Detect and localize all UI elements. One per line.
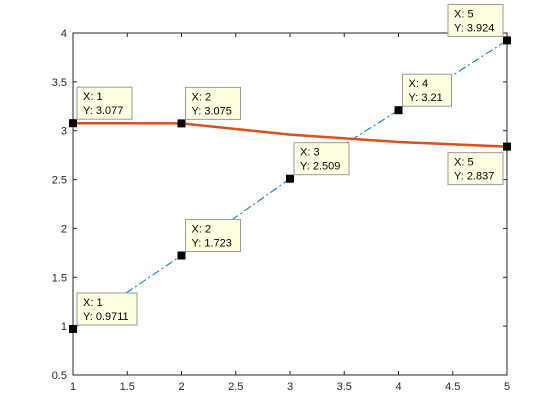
datatip-box bbox=[76, 292, 138, 326]
data-markers bbox=[69, 36, 511, 333]
datatip-x-label: X: 4 bbox=[409, 78, 429, 90]
datatip-x-label: X: 1 bbox=[83, 297, 103, 309]
datatip-box bbox=[402, 73, 452, 107]
y-tick-label: 2.5 bbox=[52, 175, 67, 187]
x-tick-label: 5 bbox=[504, 381, 510, 393]
datatip-box bbox=[447, 3, 504, 37]
datatip-box bbox=[76, 86, 133, 120]
datatip-x-label: X: 5 bbox=[454, 8, 474, 20]
data-marker[interactable] bbox=[394, 106, 403, 115]
x-tick-label: 2.5 bbox=[228, 381, 243, 393]
x-tick-label: 2 bbox=[178, 381, 184, 393]
y-tick-label: 1.5 bbox=[52, 272, 67, 284]
x-tick-label: 1.5 bbox=[120, 381, 135, 393]
data-marker[interactable] bbox=[503, 36, 511, 45]
datatip[interactable]: X: 2 Y: 1.723 bbox=[185, 218, 241, 252]
datatip-x-label: X: 3 bbox=[300, 147, 320, 159]
data-marker[interactable] bbox=[177, 251, 186, 260]
datatips: X: 1 Y: 3.077 X: 2 Y: 3.075 X: 3 Y: 2.509 X: 4… bbox=[76, 3, 504, 326]
datatip-y-label: Y: 3.075 bbox=[192, 105, 232, 117]
datatip-y-label: Y: 3.077 bbox=[83, 105, 123, 117]
data-marker[interactable] bbox=[69, 119, 77, 128]
data-marker[interactable] bbox=[177, 119, 186, 128]
y-tick-label: 2 bbox=[61, 223, 67, 235]
y-tick-label: 1 bbox=[61, 321, 67, 333]
datatip-x-label: X: 5 bbox=[454, 157, 474, 169]
x-tick-label: 3.5 bbox=[337, 381, 352, 393]
y-tick-label: 4 bbox=[61, 28, 67, 40]
datatip-box bbox=[293, 142, 350, 176]
datatip[interactable]: X: 3 Y: 2.509 bbox=[293, 142, 350, 176]
datatip[interactable]: X: 2 Y: 3.075 bbox=[185, 86, 241, 120]
datatip-x-label: X: 2 bbox=[192, 91, 212, 103]
datatip-x-label: X: 1 bbox=[83, 91, 103, 103]
y-tick-label: 3.5 bbox=[52, 77, 67, 89]
data-marker[interactable] bbox=[69, 324, 77, 333]
data-marker[interactable] bbox=[286, 174, 294, 183]
datatip[interactable]: X: 4 Y: 3.21 bbox=[402, 73, 452, 107]
x-tick-label: 3 bbox=[287, 381, 293, 393]
datatip-box bbox=[185, 218, 241, 252]
series-line-solid bbox=[72, 121, 508, 148]
datatip-y-label: Y: 1.723 bbox=[192, 237, 232, 249]
x-tick-label: 4 bbox=[395, 381, 401, 393]
datatip-y-label: Y: 0.9711 bbox=[83, 311, 129, 323]
data-marker[interactable] bbox=[503, 142, 511, 151]
datatip-box bbox=[447, 152, 504, 186]
datatip-y-label: Y: 2.509 bbox=[300, 161, 340, 173]
x-tick-label: 1 bbox=[70, 381, 76, 393]
datatip[interactable]: X: 1 Y: 3.077 bbox=[76, 86, 133, 120]
datatip-y-label: Y: 3.924 bbox=[454, 22, 494, 34]
datatip[interactable]: X: 5 Y: 3.924 bbox=[447, 3, 504, 37]
datatip-y-label: Y: 2.837 bbox=[454, 171, 494, 183]
x-tick-label: 4.5 bbox=[445, 381, 460, 393]
datatip[interactable]: X: 1 Y: 0.9711 bbox=[76, 292, 138, 326]
datatip[interactable]: X: 5 Y: 2.837 bbox=[447, 152, 504, 186]
y-tick-label: 0.5 bbox=[52, 370, 67, 382]
datatip-y-label: Y: 3.21 bbox=[409, 92, 443, 104]
y-tick-label: 3 bbox=[61, 126, 67, 138]
datatip-box bbox=[185, 86, 241, 120]
datatip-x-label: X: 2 bbox=[192, 223, 212, 235]
